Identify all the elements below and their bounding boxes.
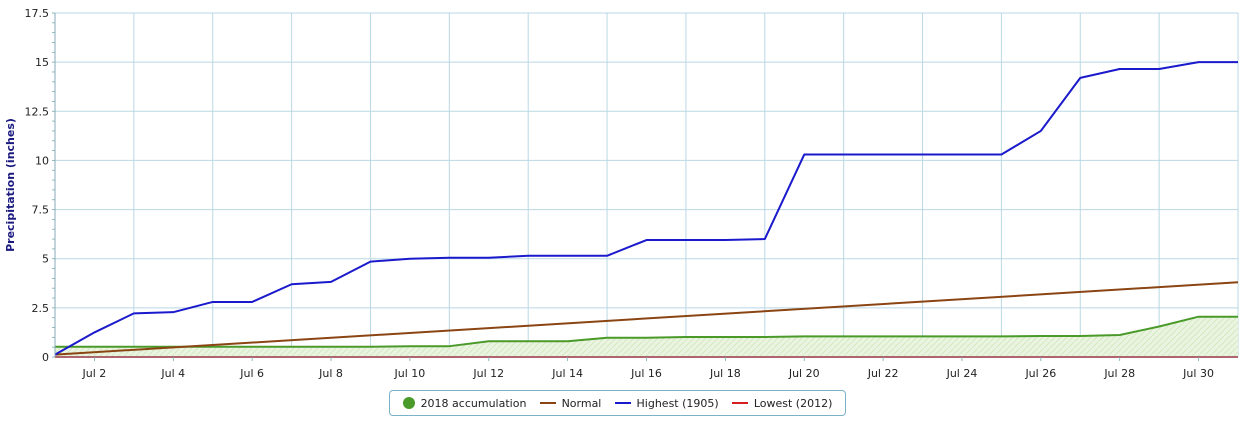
x-tick-label: Jul 24 [946, 367, 978, 380]
y-tick-label: 17.5 [25, 7, 50, 20]
x-tick-label: Jul 10 [394, 367, 426, 380]
legend: 2018 accumulation Normal Highest (1905) … [389, 390, 846, 416]
legend-line-icon [731, 402, 748, 404]
x-tick-label: Jul 28 [1103, 367, 1135, 380]
y-axis-label: Precipitation (inches) [4, 118, 17, 252]
y-tick-label: 10 [35, 154, 49, 167]
legend-label: Lowest (2012) [753, 396, 833, 410]
x-tick-label: Jul 6 [239, 367, 264, 380]
x-tick-label: Jul 12 [472, 367, 504, 380]
legend-item-lowest-2012[interactable]: Lowest (2012) [731, 396, 833, 410]
legend-item-2018-accumulation[interactable]: 2018 accumulation [402, 396, 527, 410]
x-tick-label: Jul 8 [318, 367, 343, 380]
x-tick-label: Jul 4 [160, 367, 185, 380]
legend-label: Normal [561, 396, 602, 410]
y-tick-label: 0 [42, 351, 49, 364]
legend-dot-icon [402, 397, 415, 409]
series-line-normal [54, 281, 1239, 356]
grid [54, 12, 1239, 358]
legend-line-icon [614, 402, 631, 404]
series-line-2018-accumulation [55, 315, 1238, 348]
x-tick-label: Jul 18 [709, 367, 741, 380]
legend-label: Highest (1905) [636, 396, 719, 410]
legend-item-normal[interactable]: Normal [539, 396, 602, 410]
x-tick-label: Jul 14 [551, 367, 583, 380]
y-tick-label: 5 [42, 253, 49, 266]
series-line-highest-1905 [54, 61, 1238, 356]
x-tick-label: Jul 26 [1024, 367, 1056, 380]
y-tick-label: 12.5 [25, 105, 50, 118]
y-tick-label: 7.5 [32, 204, 50, 217]
x-tick-label: Jul 22 [867, 367, 899, 380]
y-tick-label: 15 [35, 56, 49, 69]
x-tick-label: Jul 2 [82, 367, 107, 380]
legend-label: 2018 accumulation [420, 396, 527, 410]
x-tick-label: Jul 16 [630, 367, 662, 380]
y-tick-label: 2.5 [32, 302, 50, 315]
axes: 0 2.5 5 7.5 10 12.5 15 17.5 Jul 2 Jul 4 Jul 6 Jul 8… [25, 7, 1238, 380]
legend-line-icon [539, 402, 556, 404]
legend-item-highest-1905[interactable]: Highest (1905) [614, 396, 719, 410]
x-tick-label: Jul 30 [1182, 367, 1214, 380]
x-tick-label: Jul 20 [788, 367, 820, 380]
